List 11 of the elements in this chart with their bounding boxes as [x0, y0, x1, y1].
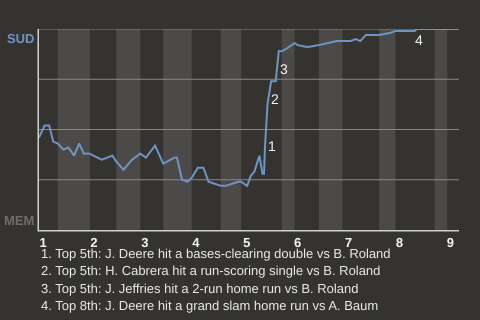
annotation: 1	[268, 138, 276, 154]
text: MEM	[4, 213, 34, 228]
annotation: 4	[415, 32, 423, 48]
text: SUD	[7, 31, 34, 46]
text: 2. Top 5th: H. Cabrera hit a run-scoring single vs B. Roland	[41, 263, 380, 278]
text: 3. Top 5th: J. Jeffries hit a 2-run home run vs B. Roland	[41, 281, 358, 296]
text: 4. Top 8th: J. Deere hit a grand slam home run vs A. Baum	[41, 298, 378, 313]
x-tick-label: 9	[446, 235, 454, 250]
annotation: 2	[271, 91, 279, 107]
annotation: 3	[280, 61, 288, 77]
x-tick-label: 8	[396, 235, 404, 250]
